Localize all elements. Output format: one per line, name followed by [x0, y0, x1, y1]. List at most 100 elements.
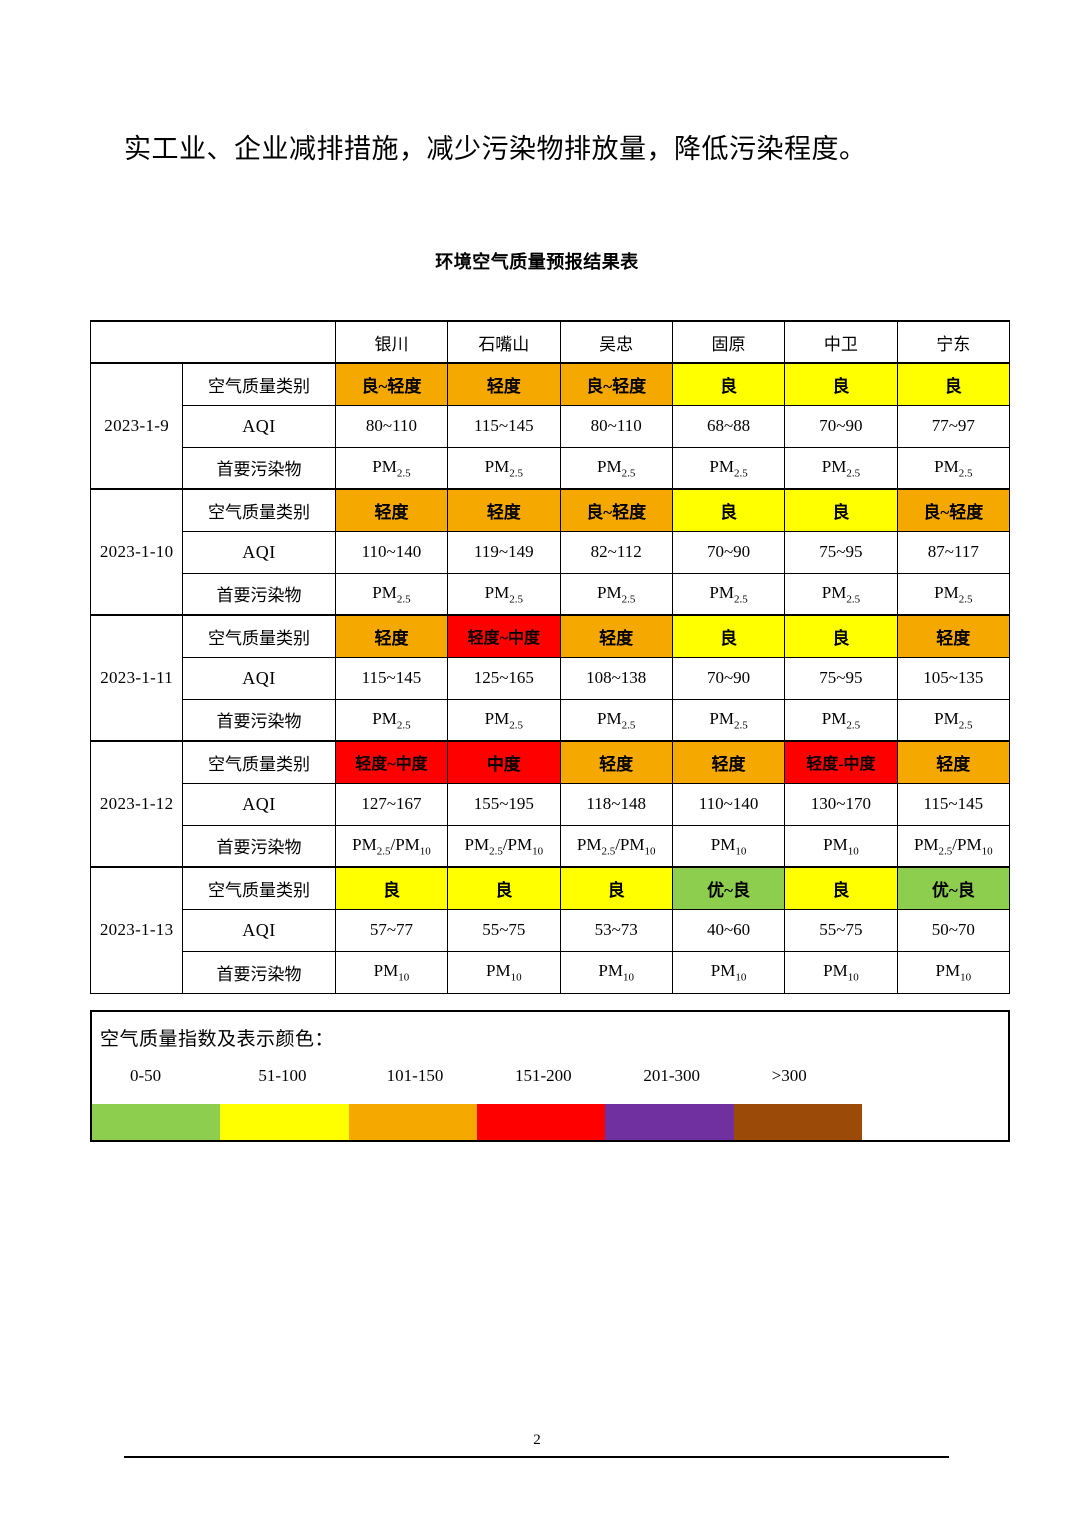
date-cell: 2023-1-11	[89, 614, 184, 742]
aqi-cell: 82~112	[559, 530, 673, 574]
pollutant-cell: PM10	[784, 824, 898, 868]
aqi-cell: 127~167	[334, 782, 449, 826]
table-row: 首要污染物 PM2.5 PM2.5 PM2.5 PM2.5 PM2.5 PM2.5	[91, 446, 1011, 490]
pollutant-cell: PM10	[671, 824, 786, 868]
footer-rule	[124, 1456, 949, 1458]
pollutant-cell: PM10	[334, 950, 449, 994]
legend-box: 空气质量指数及表示颜色： 0-50 51-100 101-150 151-200 201…	[90, 1010, 1010, 1142]
row-label-aqi: AQI	[182, 530, 336, 574]
aqi-cell: 70~90	[671, 530, 786, 574]
pollutant-cell: PM2.5	[447, 446, 561, 490]
pollutant-cell: PM2.5/PM10	[559, 824, 673, 868]
aqi-cell: 77~97	[896, 404, 1011, 448]
aqi-cell: 110~140	[334, 530, 449, 574]
category-cell: 良	[334, 866, 449, 910]
category-cell: 优~良	[896, 866, 1011, 910]
table-row: 2023-1-10 空气质量类别 轻度 轻度 良~轻度良良良~轻度	[89, 488, 1011, 616]
date-cell: 2023-1-13	[89, 866, 184, 994]
aqi-cell: 75~95	[784, 656, 898, 700]
pollutant-cell: PM2.5	[559, 698, 673, 742]
category-cell: 中度	[447, 740, 561, 784]
row-label-category: 空气质量类别	[182, 614, 336, 658]
row-label-pollutant: 首要污染物	[182, 824, 336, 868]
table-row: 2023-1-13 空气质量类别良良良优~良良优~良	[89, 866, 1011, 994]
pollutant-cell: PM2.5	[784, 698, 898, 742]
category-cell: 轻度	[671, 740, 786, 784]
aqi-cell: 119~149	[447, 530, 561, 574]
pollutant-cell: PM2.5/PM10	[896, 824, 1011, 868]
pollutant-cell: PM2.5	[784, 572, 898, 616]
pollutant-cell: PM10	[447, 950, 561, 994]
pollutant-cell: PM10	[559, 950, 673, 994]
aqi-cell: 115~145	[896, 782, 1011, 826]
pollutant-cell: PM2.5/PM10	[447, 824, 561, 868]
pollutant-cell: PM2.5	[447, 572, 561, 616]
pollutant-cell: PM2.5	[334, 446, 449, 490]
legend-range-label-5: 201-300	[643, 1066, 700, 1085]
aqi-cell: 155~195	[447, 782, 561, 826]
aqi-cell: 68~88	[671, 404, 786, 448]
legend-swatch-6	[733, 1104, 862, 1140]
pollutant-cell: PM2.5	[896, 698, 1011, 742]
pollutant-cell: PM2.5	[334, 572, 449, 616]
aqi-cell: 105~135	[896, 656, 1011, 700]
table-corner-cell	[90, 320, 336, 364]
category-cell: 良	[559, 866, 673, 910]
legend-range-label-1: 0-50	[130, 1066, 162, 1085]
pollutant-cell: PM2.5	[896, 446, 1011, 490]
category-cell: 良~轻度	[896, 488, 1011, 532]
table-row: 2023-1-11 空气质量类别 轻度 轻度~中度 轻度良良轻度	[89, 614, 1011, 742]
category-cell: 良	[447, 866, 561, 910]
row-label-pollutant: 首要污染物	[182, 572, 336, 616]
row-label-aqi: AQI	[182, 782, 336, 826]
page-number: 2	[533, 1432, 541, 1448]
aqi-cell: 108~138	[559, 656, 673, 700]
row-label-pollutant: 首要污染物	[182, 698, 336, 742]
aqi-cell: 118~148	[559, 782, 673, 826]
pollutant-cell: PM2.5/PM10	[334, 824, 449, 868]
aqi-cell: 50~70	[896, 908, 1011, 952]
pollutant-cell: PM10	[896, 950, 1011, 994]
table-row: AQI 80~110 115~145 80~110 68~88 70~90 77~97	[91, 404, 1011, 448]
category-cell: 良~轻度	[334, 362, 449, 406]
category-cell: 轻度	[447, 362, 561, 406]
aqi-cell: 40~60	[671, 908, 786, 952]
air-quality-table-wrapper: 银川 石嘴山 吴忠 固原 中卫 宁东 2023-1-9 空气质量类别 良~轻度 轻度 良~轻度良良良…	[89, 320, 1011, 994]
category-cell: 轻度	[447, 488, 561, 532]
category-cell: 良	[784, 488, 898, 532]
city-header-3: 吴忠	[559, 320, 673, 364]
pollutant-cell: PM2.5	[671, 698, 786, 742]
category-cell: 良	[784, 362, 898, 406]
aqi-cell: 55~75	[447, 908, 561, 952]
table-row: 首要污染物 PM2.5 PM2.5 PM2.5 PM2.5 PM2.5 PM2.5	[91, 698, 1011, 742]
aqi-cell: 75~95	[784, 530, 898, 574]
row-label-category: 空气质量类别	[182, 362, 336, 406]
legend-range-label-2: 51-100	[258, 1066, 307, 1085]
table-caption: 环境空气质量预报结果表	[435, 252, 639, 272]
row-label-aqi: AQI	[182, 656, 336, 700]
table-row: 首要污染物 PM2.5/PM10 PM2.5/PM10 PM2.5/PM10 PM10 P…	[91, 824, 1011, 868]
pollutant-cell: PM10	[784, 950, 898, 994]
category-cell: 良	[671, 488, 786, 532]
row-label-category: 空气质量类别	[182, 866, 336, 910]
table-row: 2023-1-9 空气质量类别 良~轻度 轻度 良~轻度良良良	[89, 362, 1011, 490]
pollutant-cell: PM2.5	[559, 446, 673, 490]
row-label-category: 空气质量类别	[182, 740, 336, 784]
table-row: 首要污染物 PM2.5 PM2.5 PM2.5 PM2.5 PM2.5 PM2.5	[91, 572, 1011, 616]
aqi-cell: 55~75	[784, 908, 898, 952]
legend-swatch-4	[476, 1104, 606, 1140]
category-cell: 优~良	[671, 866, 786, 910]
legend-swatch-1	[92, 1104, 221, 1140]
category-cell: 轻度	[559, 614, 673, 658]
legend-swatch-3	[348, 1104, 477, 1140]
table-header-row: 银川 石嘴山 吴忠 固原 中卫 宁东	[90, 320, 1011, 364]
category-cell: 良	[671, 614, 786, 658]
category-cell: 良	[896, 362, 1011, 406]
legend-title: 空气质量指数及表示颜色：	[100, 1029, 335, 1050]
table-row: AQI 115~145 125~165 108~138 70~90 75~95 105~13…	[91, 656, 1011, 700]
date-cell: 2023-1-12	[89, 740, 184, 868]
air-quality-forecast-table: 银川 石嘴山 吴忠 固原 中卫 宁东 2023-1-9 空气质量类别 良~轻度 轻度 良~轻度良良良…	[89, 320, 1011, 994]
table-row: 首要污染物 PM10 PM10 PM10 PM10 PM10 PM10	[91, 950, 1011, 994]
pollutant-cell: PM2.5	[671, 446, 786, 490]
category-cell: 轻度-中度	[784, 740, 898, 784]
